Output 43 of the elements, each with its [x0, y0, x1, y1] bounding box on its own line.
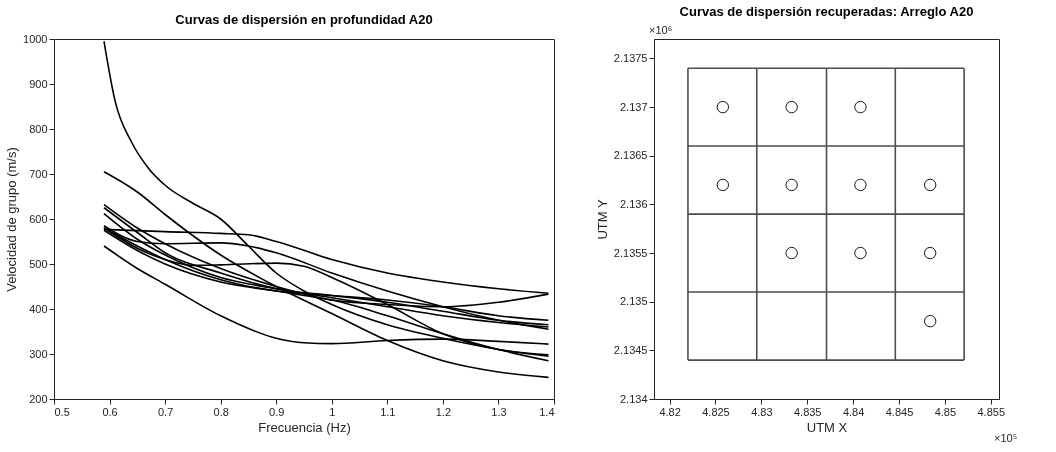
x-tick-label: 1.1 [380, 405, 396, 418]
y-tick-label: 200 [29, 392, 48, 405]
y-axis-title: UTM Y [594, 199, 610, 240]
x-tick-label: 4.83 [751, 405, 773, 418]
y-tick-label: 2.135 [619, 295, 648, 308]
x-tick-label: 4.825 [702, 405, 730, 418]
y-tick-label: 900 [29, 77, 48, 90]
y-tick-label: 800 [29, 122, 48, 135]
x-tick-label: 0.9 [269, 405, 285, 418]
x-tick-label: 0.8 [213, 405, 229, 418]
x-tick-label: 4.855 [977, 405, 1006, 418]
x-tick-label: 4.845 [885, 405, 914, 418]
y-tick-label: 2.1375 [613, 51, 648, 64]
x-tick-label: 0.7 [157, 405, 174, 418]
y-tick-label: 400 [29, 302, 48, 315]
y-tick-label: 2.137 [619, 100, 648, 113]
x-tick-label: 0.5 [54, 405, 70, 418]
y-tick-label: 1000 [23, 32, 48, 45]
x-tick-label: 1.4 [539, 405, 555, 418]
x-tick-label: 4.84 [842, 405, 865, 418]
y-tick-label: 300 [29, 347, 48, 360]
y-tick-label: 2.136 [619, 197, 648, 210]
y-tick-label: 700 [29, 167, 48, 180]
x-tick-label: 0.6 [102, 405, 118, 418]
chart-title: Curvas de dispersión recuperadas: Arreglo A20 [679, 4, 974, 19]
x-axis-title: Frecuencia (Hz) [258, 419, 351, 435]
text: ×10⁵ [994, 432, 1018, 444]
y-tick-label: 600 [29, 212, 48, 225]
chart-title: Curvas de dispersión en profundidad A20 [175, 12, 433, 27]
y-axis-title: Velocidad de grupo (m/s) [4, 147, 20, 292]
x-tick-label: 1 [329, 405, 336, 418]
y-tick-label: 2.1345 [613, 343, 648, 356]
x-tick-label: 4.835 [793, 405, 822, 418]
x-tick-label: 1.2 [435, 405, 452, 418]
x-tick-label: 4.82 [659, 405, 681, 418]
y-tick-label: 2.134 [619, 392, 648, 405]
y-tick-label: 2.1355 [613, 246, 648, 259]
y-tick-label: 2.1365 [613, 149, 648, 162]
x-axis-title: UTM X [806, 419, 848, 435]
text: ×10⁶ [649, 24, 673, 36]
y-tick-label: 500 [29, 257, 48, 270]
x-tick-label: 4.85 [934, 405, 957, 418]
x-tick-label: 1.3 [491, 405, 507, 418]
